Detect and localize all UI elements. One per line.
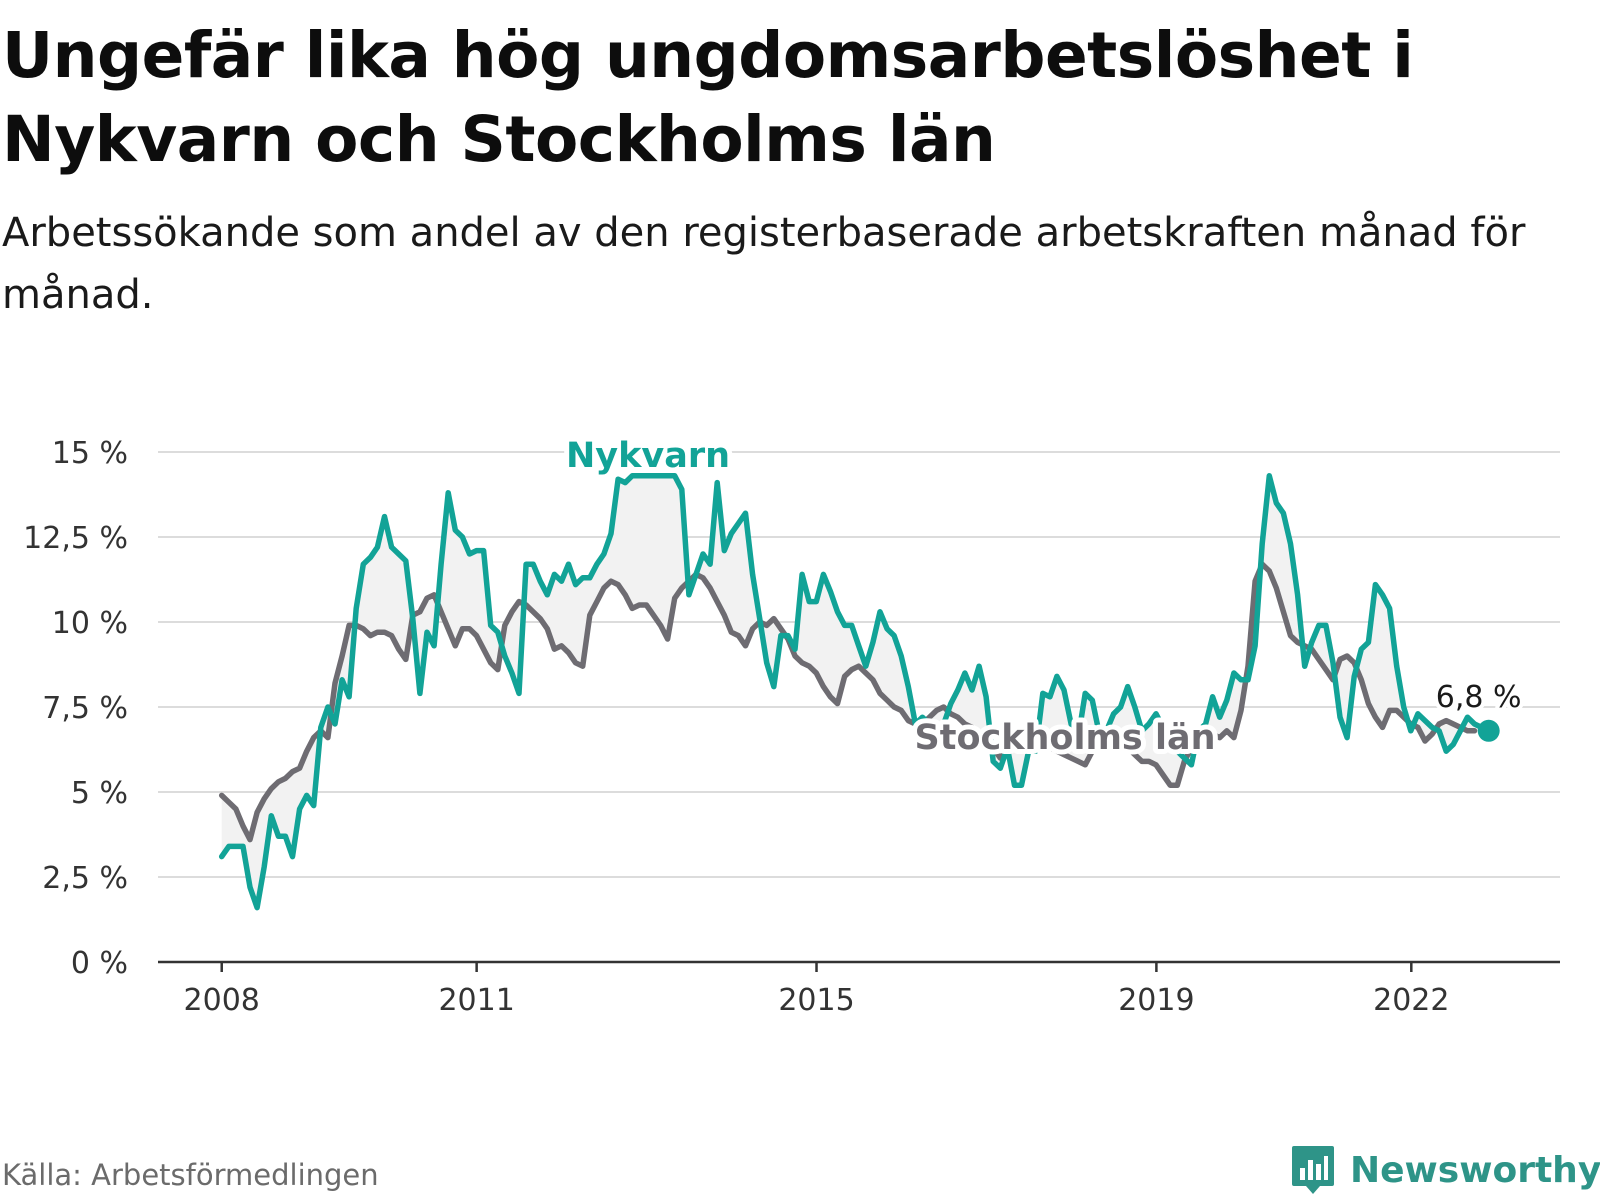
y-tick-label: 2,5 % (42, 861, 128, 896)
brand-name: Newsworthy (1350, 1149, 1600, 1191)
chart-subtitle: Arbetssökande som andel av den registerb… (2, 210, 1526, 318)
x-tick-label: 2008 (184, 983, 260, 1018)
axes: 0 % 2,5 % 5 % 7,5 % 10 % 12,5 % 15 % 2008 2011 20… (23, 436, 1560, 1018)
y-tick-label: 15 % (52, 436, 128, 471)
x-tick-label: 2022 (1373, 983, 1449, 1018)
x-tick-label: 2011 (438, 983, 514, 1018)
y-tick-label: 10 % (52, 606, 128, 641)
difference-area (221, 475, 1489, 908)
end-point-marker (1477, 719, 1500, 742)
series-labels: 6,8 % Nykvarn Stockholms län (561, 431, 1526, 763)
chart-title: Ungefär lika hög ungdomsarbetslöshet i N… (2, 19, 1414, 176)
series-label-stockholm: Stockholms län (915, 718, 1216, 758)
y-tick-label: 0 % (71, 946, 128, 981)
bar-chart-icon (1292, 1146, 1334, 1194)
line-chart: 0 % 2,5 % 5 % 7,5 % 10 % 12,5 % 15 % 2008 2011 20… (23, 431, 1560, 1018)
brand-logo: Newsworthy (1290, 1140, 1600, 1200)
source-note: Källa: Arbetsförmedlingen (2, 1158, 379, 1192)
x-tick-label: 2015 (778, 983, 854, 1018)
y-tick-label: 12,5 % (23, 521, 128, 556)
x-tick-label: 2019 (1118, 983, 1194, 1018)
end-value-label: 6,8 % (1436, 680, 1522, 715)
y-tick-label: 7,5 % (42, 691, 128, 726)
series-label-nykvarn: Nykvarn (566, 436, 730, 476)
series-line-stockholm (218, 561, 1478, 843)
series-line-nykvarn (218, 473, 1492, 911)
series-lines (218, 473, 1500, 911)
area-between-series (221, 475, 1489, 908)
y-tick-label: 5 % (71, 776, 128, 811)
